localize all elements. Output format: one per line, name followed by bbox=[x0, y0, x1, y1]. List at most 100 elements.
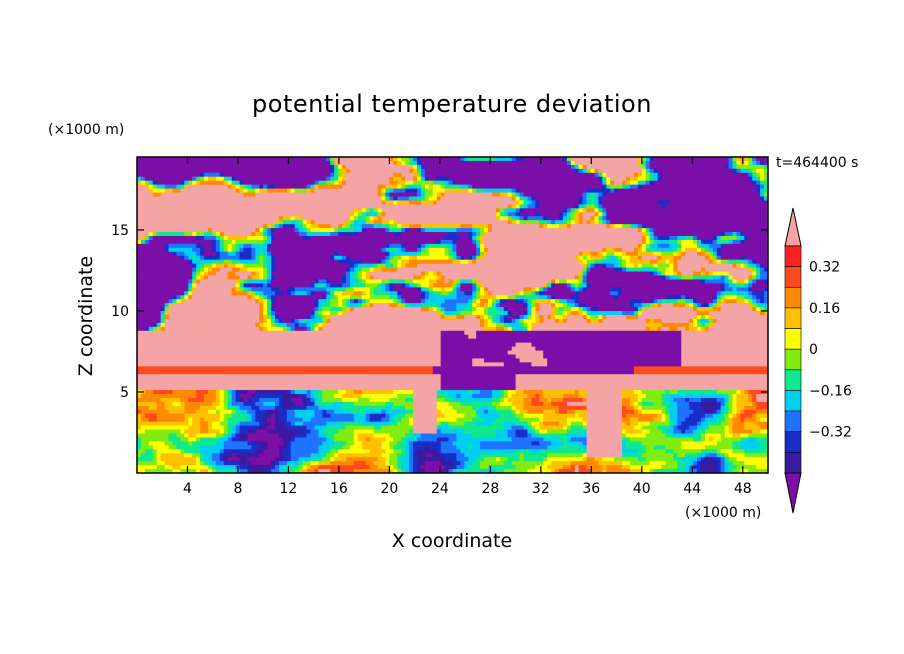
field-cell bbox=[645, 216, 651, 221]
field-cell bbox=[645, 160, 651, 166]
field-cell bbox=[645, 267, 651, 273]
field-cell bbox=[728, 192, 734, 198]
field-cell bbox=[286, 172, 292, 178]
field-cell bbox=[574, 204, 580, 209]
field-cell bbox=[397, 188, 402, 194]
field-cell bbox=[570, 255, 576, 261]
field-cell bbox=[393, 204, 398, 209]
field-cell bbox=[156, 216, 162, 221]
field-cell bbox=[610, 172, 615, 178]
field-cell bbox=[669, 176, 674, 182]
field-cell bbox=[413, 200, 418, 205]
field-cell bbox=[618, 192, 623, 198]
field-cell bbox=[211, 232, 217, 237]
field-cell bbox=[393, 271, 398, 277]
field-cell bbox=[231, 243, 237, 249]
field-cell bbox=[523, 176, 529, 182]
field-cell bbox=[752, 232, 757, 237]
field-cell bbox=[464, 164, 469, 170]
field-cell bbox=[365, 157, 371, 162]
field-cell bbox=[432, 271, 438, 277]
field-cell bbox=[653, 164, 659, 170]
field-cell bbox=[369, 243, 375, 249]
field-cell bbox=[156, 157, 162, 162]
field-cell bbox=[207, 157, 213, 162]
field-cell bbox=[381, 224, 387, 229]
field-cell bbox=[381, 247, 387, 253]
field-cell bbox=[653, 200, 659, 205]
field-cell bbox=[578, 212, 584, 217]
field-cell bbox=[669, 180, 674, 186]
field-cell bbox=[148, 236, 154, 241]
field-cell bbox=[294, 164, 300, 170]
field-cell bbox=[740, 232, 745, 237]
field-cell bbox=[602, 267, 607, 273]
field-cell bbox=[764, 259, 768, 265]
field-cell bbox=[606, 168, 611, 174]
field-cell bbox=[215, 232, 221, 237]
field-cell bbox=[653, 259, 659, 265]
field-cell bbox=[357, 255, 363, 261]
field-cell bbox=[278, 251, 284, 257]
field-cell bbox=[310, 204, 316, 209]
field-cell bbox=[551, 160, 556, 166]
field-cell bbox=[207, 279, 213, 284]
field-cell bbox=[428, 216, 434, 221]
field-cell bbox=[290, 196, 296, 202]
field-cell bbox=[271, 172, 276, 178]
field-cell bbox=[365, 255, 371, 261]
field-cell bbox=[231, 263, 237, 269]
field-cell bbox=[168, 200, 174, 205]
field-cell bbox=[172, 160, 178, 166]
field-cell bbox=[724, 200, 730, 205]
field-cell bbox=[204, 239, 209, 245]
field-cell bbox=[200, 243, 205, 249]
field-cell bbox=[764, 243, 768, 249]
field-cell bbox=[511, 164, 517, 170]
field-cell bbox=[704, 168, 710, 174]
field-cell bbox=[318, 251, 323, 257]
field-cell bbox=[263, 188, 268, 194]
field-cell bbox=[661, 212, 667, 217]
field-cell bbox=[452, 239, 458, 245]
field-cell bbox=[243, 160, 249, 166]
field-cell bbox=[629, 255, 635, 261]
field-cell bbox=[511, 243, 517, 249]
field-cell bbox=[373, 160, 379, 166]
field-cell bbox=[582, 255, 588, 261]
field-cell bbox=[460, 228, 465, 233]
field-cell bbox=[168, 267, 174, 273]
field-cell bbox=[728, 172, 734, 178]
field-cell bbox=[495, 239, 501, 245]
field-cell bbox=[231, 192, 237, 198]
field-cell bbox=[732, 220, 738, 225]
field-cell bbox=[152, 263, 158, 269]
field-cell bbox=[736, 200, 741, 205]
field-cell bbox=[487, 164, 493, 170]
field-cell bbox=[736, 251, 741, 257]
field-cell bbox=[349, 255, 355, 261]
field-cell bbox=[511, 200, 517, 205]
field-cell bbox=[547, 263, 552, 269]
field-cell bbox=[653, 251, 659, 257]
field-cell bbox=[357, 168, 363, 174]
field-cell bbox=[704, 164, 710, 170]
field-cell bbox=[424, 263, 430, 269]
field-cell bbox=[448, 184, 454, 190]
field-cell bbox=[499, 192, 505, 198]
field-cell bbox=[357, 164, 363, 170]
field-cell bbox=[689, 212, 694, 217]
field-cell bbox=[397, 208, 402, 213]
field-cell bbox=[578, 247, 584, 253]
field-cell bbox=[275, 176, 280, 182]
field-cell bbox=[432, 176, 438, 182]
field-cell bbox=[531, 228, 536, 233]
field-cell bbox=[290, 204, 296, 209]
field-cell bbox=[606, 212, 611, 217]
field-cell bbox=[732, 228, 738, 233]
field-cell bbox=[346, 232, 351, 237]
field-cell bbox=[748, 251, 753, 257]
field-cell bbox=[724, 267, 730, 273]
field-cell bbox=[444, 157, 450, 162]
field-cell bbox=[523, 236, 529, 241]
